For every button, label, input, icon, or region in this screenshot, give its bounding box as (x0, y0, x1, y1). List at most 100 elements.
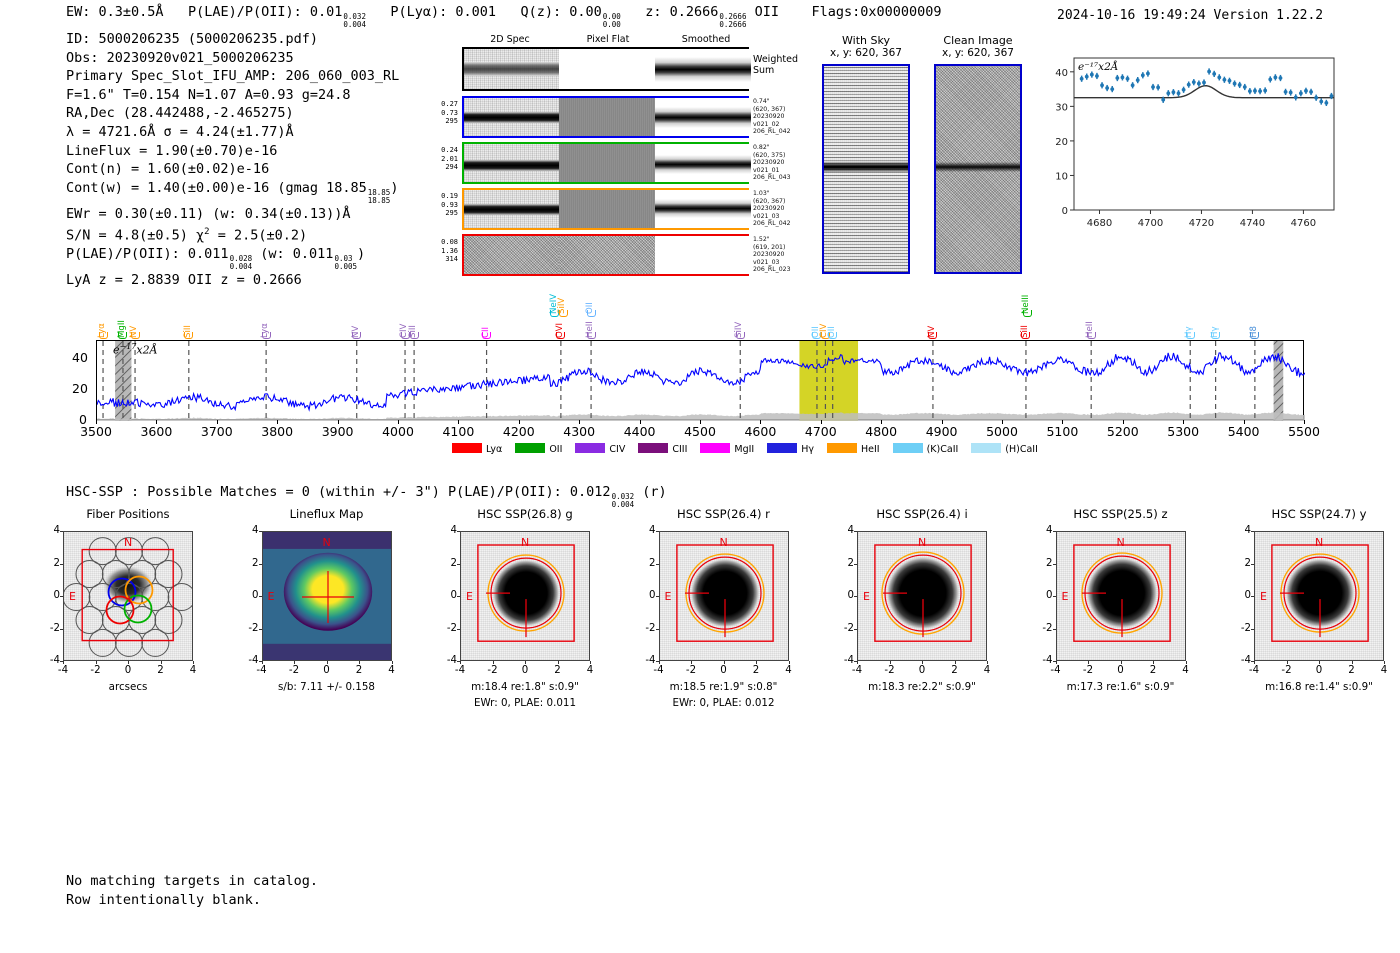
cutout-image-y[interactable] (1254, 531, 1384, 661)
legend-item-MgII: MgII (700, 443, 754, 455)
cutout-y-tickmark (1052, 531, 1056, 532)
cutout-y-tick: -4 (843, 655, 854, 666)
cutout-image-z[interactable] (1055, 531, 1186, 661)
spectrum-x-tick: 4800 (865, 424, 898, 439)
cutout-image-lineflux-map[interactable] (261, 531, 392, 661)
cutout-y-tick: 4 (450, 525, 457, 536)
fiber-stat: 294 (445, 163, 458, 172)
fiber-row-3[interactable] (462, 188, 751, 230)
fiber-meta-line: 0.82" (753, 144, 770, 151)
cutout-x-tickmark (658, 661, 660, 664)
emission-line-bracket (828, 332, 838, 339)
cutout-y-tick: -4 (645, 655, 656, 666)
cutout-x-tick: 4 (983, 665, 991, 676)
fiber-stat: 314 (445, 255, 458, 264)
cutout-title-0: Fiber Positions (86, 507, 170, 521)
spectrum-x-tick: 4700 (804, 424, 837, 439)
spectrum-legend: Lyα OII CIV CIII MgII Hγ HeII (K)CaII (H)CaII (452, 443, 1051, 455)
compass-east: E (267, 589, 275, 603)
with-sky-image (822, 64, 910, 274)
info-snr-pre: S/N = 4.8(±0.5) χ (66, 227, 205, 244)
cutout-y-tick: 4 (1244, 525, 1251, 536)
cutout-x-tick: 0 (124, 665, 132, 676)
header-z-lo: 0.2666 (719, 20, 747, 29)
cutout-caption-primary: arcsecs (108, 681, 148, 693)
fiber-stat: 295 (445, 117, 458, 126)
legend-label: Hγ (801, 444, 814, 455)
cutout-y-tick: 2 (450, 557, 457, 569)
cutout-y-tick: -2 (446, 622, 457, 634)
emission-line-bracket (1021, 332, 1031, 339)
cutout-image-i[interactable] (857, 531, 987, 661)
cutout-image-r[interactable] (658, 531, 789, 661)
cutout-y-tickmark (258, 531, 262, 532)
spectrum-x-tick: 3900 (321, 424, 354, 439)
cutout-x-tick: -4 (256, 665, 267, 676)
spectrum-x-tick: 3800 (261, 424, 294, 439)
legend-swatch (515, 443, 546, 453)
info-cont-w-lo: 18.85 (367, 195, 391, 205)
header-plae-value: 0.01 (309, 4, 343, 20)
fiber-row-4[interactable] (462, 234, 751, 276)
info-obs: Obs: 20230920v021_5000206235 (66, 49, 294, 66)
spectrum-x-tick: 3700 (200, 424, 233, 439)
emission-line-bracket (1250, 332, 1260, 339)
cutout-y-tick: 4 (847, 525, 854, 536)
header-qz-label: Q(z): (520, 4, 562, 20)
cutout-y-tickmark (457, 563, 460, 565)
cutout-x-tickmark (160, 661, 162, 664)
legend-item-OII: OII (515, 443, 562, 455)
emission-line-bracket (1022, 310, 1032, 317)
legend-label: Lyα (486, 444, 503, 455)
cutout-image-fiber-positions[interactable] (63, 531, 193, 661)
cutout-x-tick: 0 (720, 665, 727, 676)
header-plae-label: P(LAE)/P(OII): (187, 4, 302, 20)
with-sky-title: With Sky (842, 34, 890, 47)
svg-text:4680: 4680 (1087, 218, 1112, 229)
cutout-x-tick: 2 (157, 665, 164, 676)
cutout-x-tick: 2 (951, 665, 958, 676)
fiber-row-2[interactable] (462, 142, 751, 184)
cutout-title-6: HSC SSP(24.7) y (1271, 507, 1367, 521)
spectrum-y-tick: 0 (79, 412, 87, 427)
spectrum-x-tick: 4600 (744, 424, 777, 439)
timestamp-version: 2024-10-16 19:49:24 Version 1.22.2 (1057, 8, 1324, 23)
info-plae: P(LAE)/P(OII): 0.011 0.028 0.004 (w: 0.011… (66, 245, 399, 271)
fiber-row-stats: 0.27 0.73 295 (424, 100, 458, 126)
fiber-row-stats: 0.19 0.93 295 (424, 192, 458, 218)
fiber-row-meta: 1.03" (620, 367) 20230920 v021_03 206_RL_042 (753, 190, 813, 228)
spectrum-x-tickmark (216, 420, 218, 424)
cutout-y-tickmark (258, 661, 262, 662)
legend-swatch (827, 443, 857, 453)
fiber-stat: 0.08 (441, 238, 458, 246)
cutout-y-tick: 4 (1046, 525, 1053, 536)
legend-swatch (971, 443, 1002, 453)
fiber-meta-line: v021_03 (753, 212, 780, 220)
fiber-row-1[interactable] (462, 96, 751, 138)
fiber-meta-line: v021_03 (753, 258, 780, 266)
svg-text:4700: 4700 (1138, 218, 1163, 229)
cutout-x-tick: 2 (752, 665, 760, 676)
emission-line-bracket (556, 332, 566, 339)
info-primary-spec: Primary Spec_Slot_IFU_AMP: 206_060_003_R… (66, 68, 400, 85)
legend-label: (K)CaII (926, 444, 959, 455)
cutout-y-tickmark (258, 563, 262, 565)
fiber-meta-line: 20230920 (753, 159, 785, 167)
cutout-caption-secondary: EWr: 0, PLAE: 0.011 (473, 697, 577, 709)
cutout-x-tick: 0 (1117, 665, 1124, 676)
compass-east: E (69, 589, 76, 603)
cutout-image-g[interactable] (460, 531, 590, 661)
emission-line-label-NeIII: NeIII (1021, 294, 1032, 314)
cutout-y-tick: -2 (843, 622, 854, 634)
emission-line-bracket (1211, 332, 1221, 339)
emission-line-bracket (130, 332, 140, 339)
cutout-x-tick: 0 (521, 665, 529, 676)
fiber-stat: 2.01 (441, 154, 458, 163)
info-plae-pre: P(LAE)/P(OII): 0.011 (66, 246, 229, 263)
legend-item-HCaII: (H)CaII (971, 443, 1038, 455)
cutout-x-tickmark (1351, 661, 1353, 664)
info-seeing: F=1.6" T=0.154 N=1.07 A=0.93 g=24.8 (66, 86, 351, 103)
info-snr-post: = 2.5(±0.2) (209, 227, 308, 244)
spectrum-x-tickmark (760, 420, 762, 424)
spectrum-x-tickmark (1304, 420, 1305, 424)
